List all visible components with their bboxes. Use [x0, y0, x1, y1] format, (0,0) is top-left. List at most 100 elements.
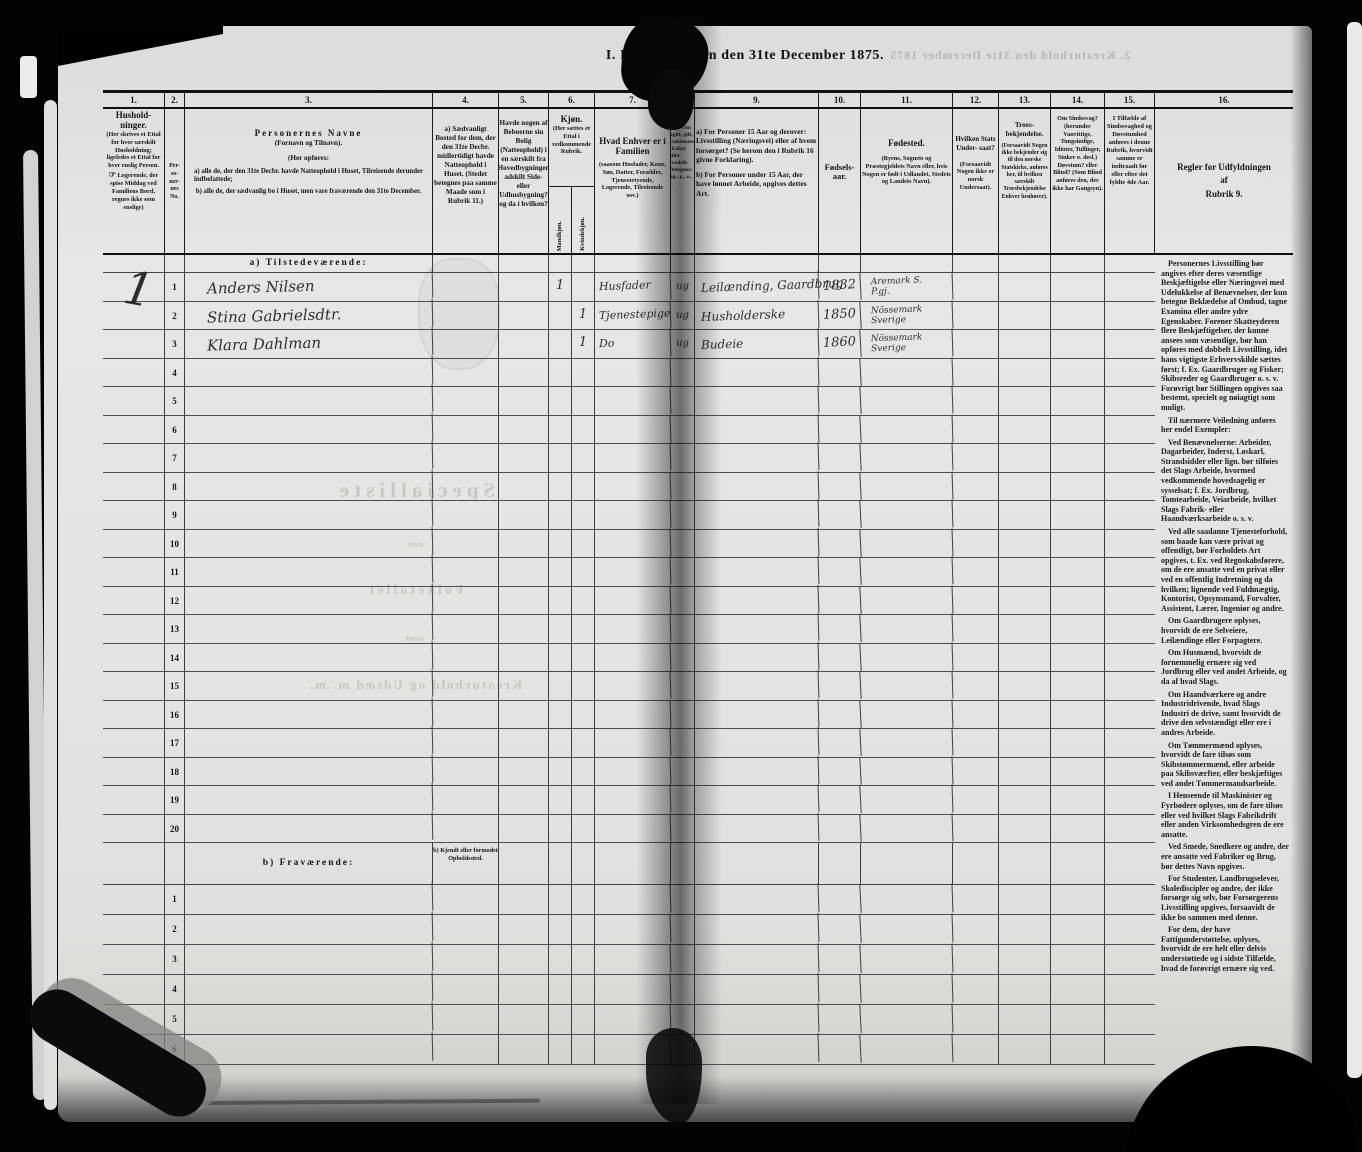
occupation-cell: [694, 498, 820, 531]
disability-cell: [1051, 415, 1105, 443]
birthplace-cell: [860, 973, 954, 1006]
citizenship-cell: [953, 700, 999, 728]
religion-cell: [999, 672, 1051, 700]
male-cell: [549, 558, 572, 586]
citizenship-cell: [953, 444, 999, 472]
birth-year-cell: 1832: [818, 271, 862, 302]
outbuilding-cell: [499, 945, 549, 974]
birthplace-line: [871, 759, 952, 762]
birth-year-cell: [818, 556, 862, 587]
cell: [1105, 843, 1155, 884]
col-number: 16.: [1155, 93, 1293, 109]
occupation-cell: [694, 641, 820, 674]
household-cell: [103, 945, 165, 974]
religion-cell: [999, 915, 1051, 944]
male-cell: [549, 330, 572, 358]
male-cell: [549, 415, 572, 443]
onset-cell: [1105, 273, 1155, 301]
marital-status-cell: ug: [671, 330, 695, 358]
header-text: (Forsaavidt Nogen ikke er norsk Undersaa…: [956, 160, 995, 192]
table-row: 7: [103, 440, 1155, 475]
residence-cell: [433, 1005, 499, 1034]
household-cell: [103, 387, 165, 415]
male-cell: [549, 757, 572, 785]
marital-status-cell: [671, 915, 695, 944]
header-item-b: b) For Personer under 15 Aar, der have l…: [696, 170, 807, 198]
female-cell: [572, 1005, 595, 1034]
birthplace-line: P.gj.: [870, 286, 890, 298]
family-position-cell: [594, 499, 672, 530]
birth-year-cell: [818, 943, 862, 976]
birthplace-line: [871, 388, 952, 391]
rules-paragraph: Om Tømmermænd oplyses, hvorvidt de fare …: [1161, 740, 1283, 788]
header-text: Havde nogen af Beboerne sin Bolig (Natte…: [499, 119, 549, 208]
header-citizenship: Hvilken Stats Under- saat? (Forsaavidt N…: [953, 109, 999, 253]
cell: [1051, 843, 1105, 884]
residence-cell: [433, 301, 499, 329]
onset-cell: [1105, 915, 1155, 944]
marital-status-cell: [671, 415, 695, 443]
family-position-cell: [594, 528, 672, 559]
header-households: Hushold- ninger. (Her skrives et Ettal f…: [103, 109, 165, 253]
female-cell: [572, 558, 595, 586]
col-number: 15.: [1105, 93, 1155, 107]
occupation-cell: Budeie: [694, 327, 820, 360]
female-cell: [572, 975, 595, 1004]
page-stack-edge: [44, 100, 57, 1110]
residence-cell: [433, 358, 499, 386]
disability-cell: [1051, 301, 1105, 329]
household-cell: [103, 273, 165, 301]
religion-cell: [999, 975, 1051, 1004]
header-occupation: a) For Personer 15 Aar og derover: Livss…: [695, 109, 819, 253]
onset-cell: [1105, 615, 1155, 643]
disability-cell: [1051, 814, 1105, 842]
birthplace-cell: [860, 784, 954, 816]
birthplace-line: [871, 673, 952, 676]
outbuilding-cell: [499, 757, 549, 785]
citizenship-cell: [953, 975, 999, 1004]
table-row: 2 Stina Gabrielsdtr. 1 Tjenestepige ug H…: [103, 298, 1155, 333]
disability-cell: [1051, 945, 1105, 974]
family-position-cell: [594, 442, 672, 473]
occupation-cell: [694, 555, 820, 588]
manicule-icon: ☞: [108, 170, 116, 180]
female-cell: [572, 358, 595, 386]
person-number-cell: 14: [165, 643, 185, 671]
occupation-cell: [694, 1002, 820, 1037]
cell: [549, 843, 572, 884]
birthplace-line: [871, 759, 952, 762]
header-text: (Byens, Sognets og Præstegjeldets Navn e…: [862, 154, 951, 186]
male-cell: [549, 885, 572, 914]
header-item-b: b) alle de, der sædvanlig bo i Huset, me…: [195, 187, 422, 195]
household-cell: [103, 558, 165, 586]
header-title: Troes- bekjendelse.: [1005, 121, 1044, 138]
header-title: Personernes Navne: [254, 128, 363, 138]
marital-status-cell: [671, 729, 695, 757]
occupation-cell: [694, 912, 820, 947]
citizenship-cell: [953, 330, 999, 358]
table-row: 5: [103, 1001, 1155, 1038]
person-number-cell: 1: [165, 273, 185, 301]
marital-status-cell: ug: [671, 273, 695, 301]
occupation-cell: Husholderske: [694, 299, 820, 332]
cell: [671, 255, 695, 272]
birthplace-line: [871, 946, 952, 949]
rules-paragraph: Om Husmænd, hvorvidt de fornemmelig ernæ…: [1161, 648, 1287, 686]
header-text: a) Sædvanligt Bosted for dem, der den 31…: [434, 125, 497, 205]
occupation-cell: [694, 612, 820, 645]
household-cell: [103, 586, 165, 614]
crest-watermark: [418, 258, 500, 370]
onset-cell: [1105, 644, 1155, 672]
residence-cell: [433, 643, 499, 671]
marital-status-cell: [671, 786, 695, 814]
household-cell: [103, 786, 165, 814]
rules-paragraph: Ved alle saadanne Tjenesteforhold, som b…: [1161, 527, 1288, 613]
rules-paragraph: Til nærmere Veiledning anføres her endel…: [1161, 415, 1276, 435]
residence-cell: [433, 885, 499, 914]
female-cell: [572, 786, 595, 814]
residence-cell: [433, 387, 499, 415]
person-number-cell: 19: [165, 786, 185, 814]
onset-cell: [1105, 815, 1155, 843]
male-cell: [549, 444, 572, 472]
